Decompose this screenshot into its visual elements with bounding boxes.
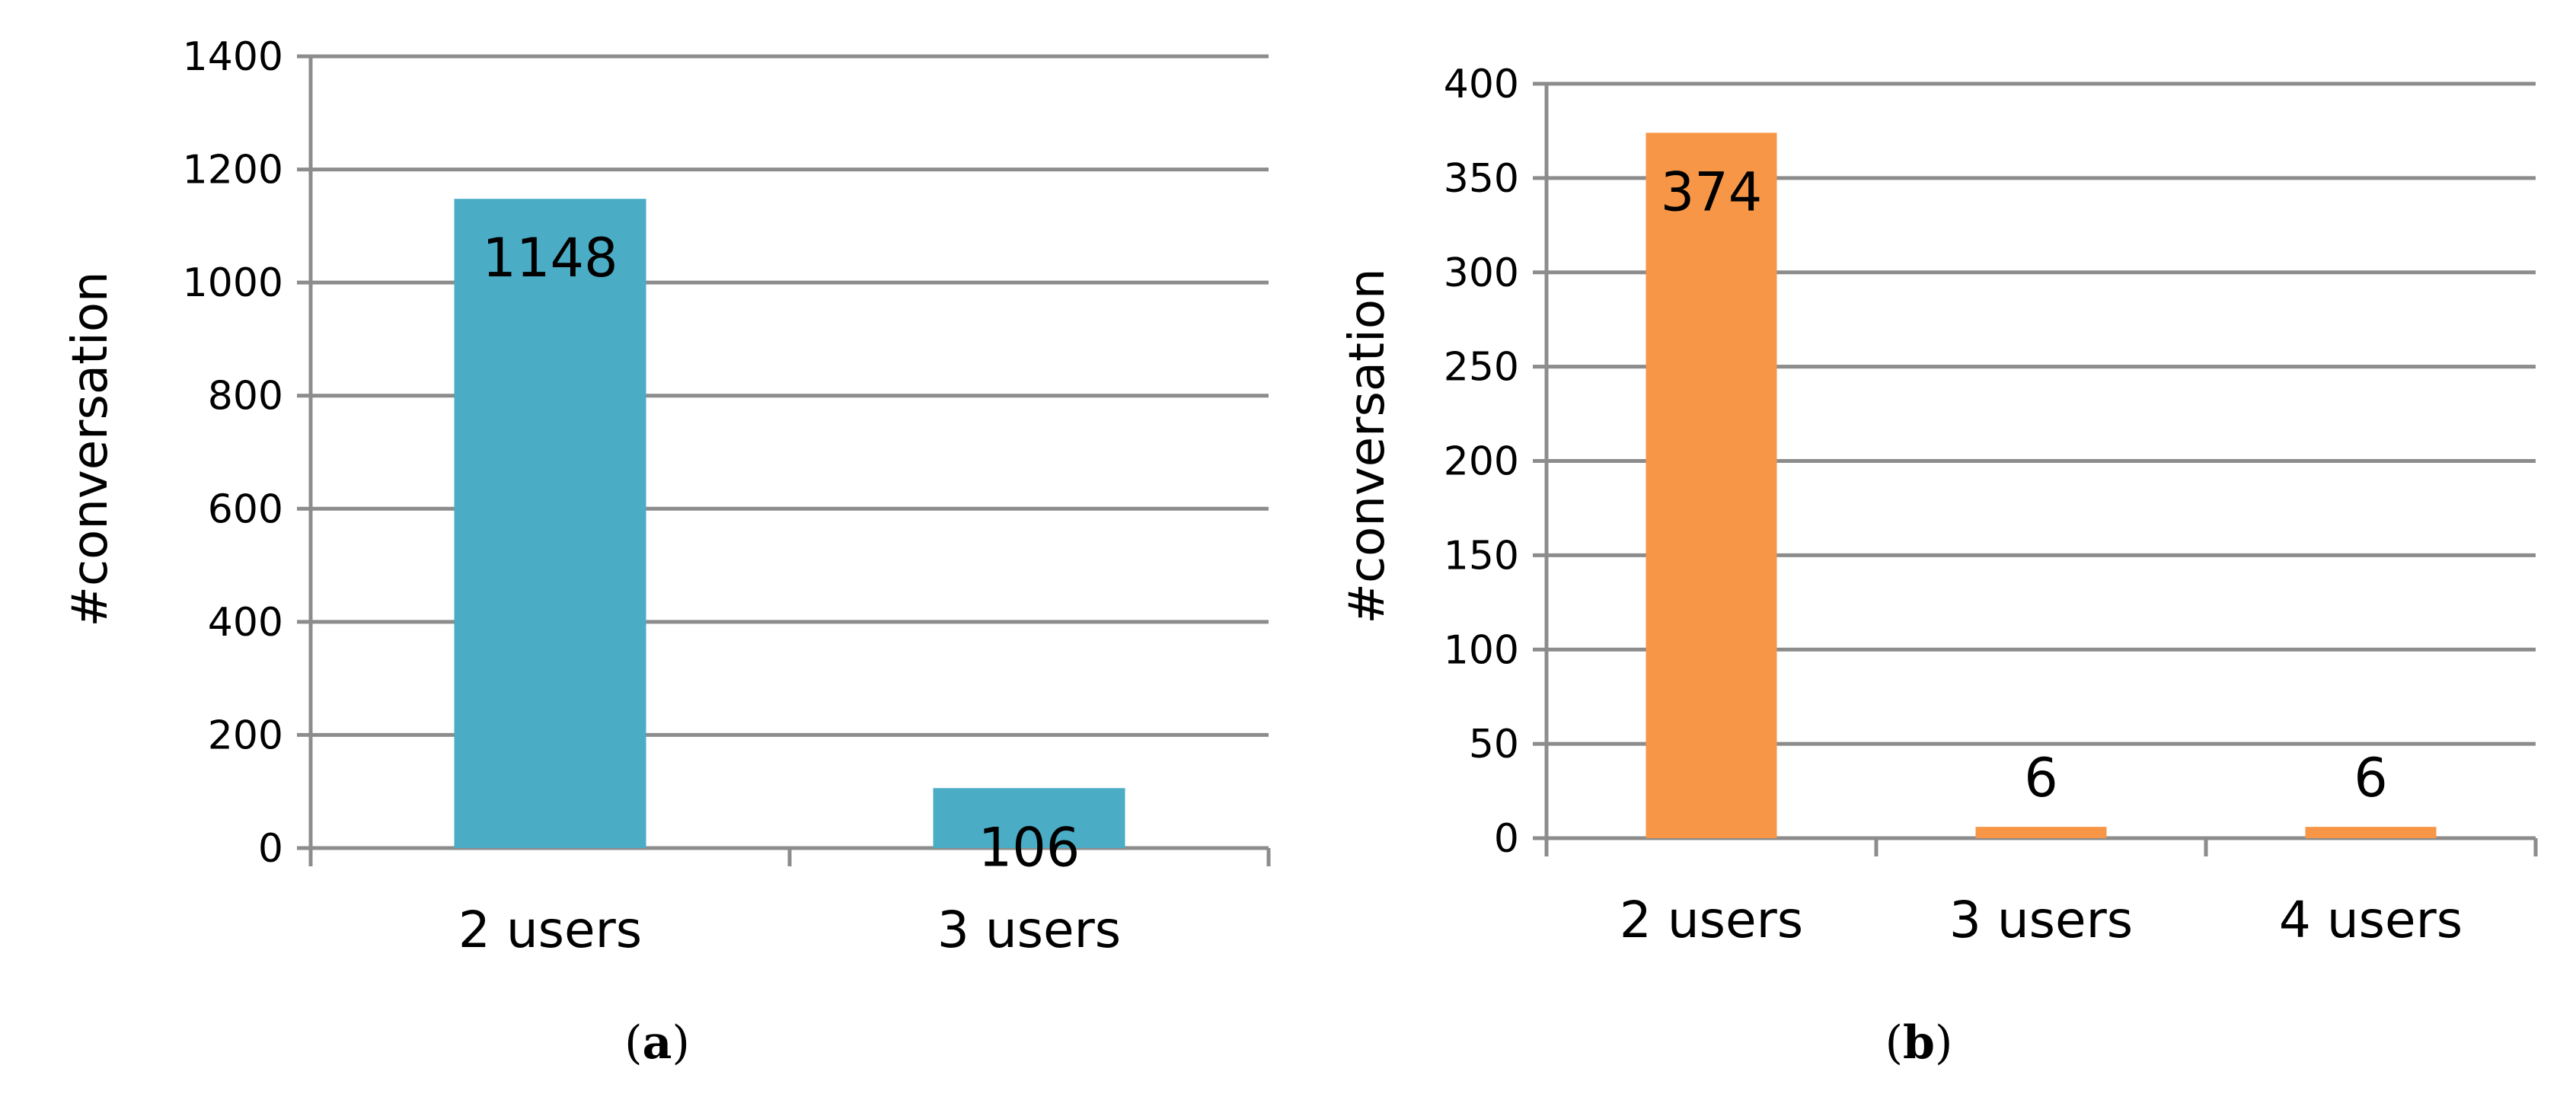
y-axis-title: #conversation [62, 271, 119, 627]
bar [933, 788, 1125, 848]
data-label: 6 [2024, 747, 2058, 809]
y-tick-label: 350 [1444, 156, 1519, 202]
y-axis-title: #conversation [1339, 268, 1396, 623]
x-category-label: 4 users [2279, 891, 2463, 949]
caption-open-paren: ( [1885, 1016, 1903, 1070]
y-tick-label: 200 [208, 713, 283, 758]
y-tick-label: 200 [1444, 439, 1519, 485]
caption-letter: b [1903, 1016, 1935, 1070]
data-label: 374 [1661, 161, 1763, 223]
data-label: 1148 [482, 227, 618, 289]
y-tick-label: 600 [208, 486, 283, 532]
y-tick-label: 400 [208, 600, 283, 646]
chart-panel-a: 0 200 400 600 800 1000 1200 1400 1148 2 users 106 3… [62, 34, 1271, 1070]
x-category-label: 3 users [1949, 891, 2133, 949]
y-tick-label: 800 [208, 374, 283, 419]
panel-caption: (b) [1885, 1016, 1953, 1070]
y-tick-label: 300 [1444, 250, 1519, 296]
chart-panel-b: 0 50 100 150 200 250 300 350 400 374 2 users 6 3 use… [1339, 62, 2538, 1070]
y-tick-label: 1200 [183, 148, 283, 193]
y-tick-label: 1000 [183, 260, 283, 306]
x-category-label: 2 users [458, 901, 642, 959]
bar [1975, 827, 2107, 838]
y-tick-label: 50 [1469, 722, 1519, 767]
y-tick-label: 1400 [183, 34, 283, 80]
panel-caption: (a) [624, 1016, 690, 1070]
y-tick-label: 150 [1444, 533, 1519, 579]
bar [2305, 827, 2437, 838]
caption-close-paren: ) [1935, 1016, 1952, 1070]
y-tick-label: 0 [258, 826, 283, 872]
caption-open-paren: ( [624, 1016, 642, 1070]
caption-letter: a [643, 1016, 672, 1070]
y-tick-label: 0 [1494, 816, 1519, 862]
x-category-label: 3 users [937, 901, 1121, 959]
y-tick-label: 250 [1444, 345, 1519, 391]
bar [1646, 132, 1777, 839]
x-category-label: 2 users [1620, 891, 1803, 949]
y-tick-label: 100 [1444, 627, 1519, 673]
data-label: 106 [978, 816, 1081, 879]
caption-close-paren: ) [672, 1016, 689, 1070]
data-label: 6 [2354, 747, 2388, 809]
bar [454, 199, 646, 848]
y-tick-label: 400 [1444, 62, 1519, 107]
